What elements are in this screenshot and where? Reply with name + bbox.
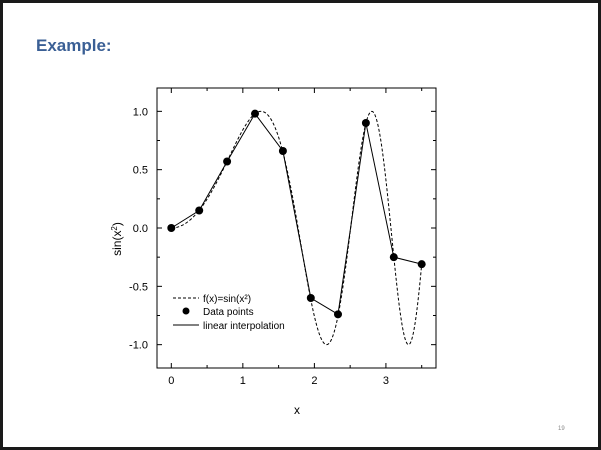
legend-marker-label: Data points [203,307,254,318]
slide-title: Example: [36,36,112,55]
x-axis-label: x [294,403,300,417]
y-tick-label: -0.5 [129,281,148,293]
data-point [333,310,342,319]
legend: f(x)=sin(x²) Data points linear interpol… [173,294,285,332]
slide-top-border [0,0,601,3]
x-tick-label: 2 [311,375,317,387]
data-point [306,294,315,302]
y-tick-label: 0.5 [133,165,148,177]
y-tick-label: 0.0 [133,223,148,235]
x-ticks: 0 1 2 3 [168,88,423,387]
page-number: 19 [558,426,565,432]
data-point [223,157,232,166]
legend-marker-swatch [182,307,190,315]
data-point [195,206,204,215]
legend-function-label: f(x)=sin(x²) [203,294,251,305]
data-point [417,260,426,269]
plot-frame [156,87,437,369]
y-tick-label: -1.0 [129,340,148,352]
interpolation-line [171,112,422,316]
data-point [167,224,176,232]
data-point [361,119,370,127]
y-axis-label: sin(x2) [110,222,125,256]
data-markers [167,109,426,319]
data-point [389,253,398,262]
y-ticks: 1.0 0.5 0.0 -0.5 -1.0 [129,106,436,352]
x-tick-label: 1 [240,375,246,387]
y-tick-label: 1.0 [133,106,148,118]
x-tick-label: 3 [383,375,389,387]
function-curve [171,110,423,346]
data-point [251,109,260,118]
x-tick-label: 0 [168,375,174,387]
data-point [278,147,287,155]
legend-interp-label: linear interpolation [203,321,285,332]
